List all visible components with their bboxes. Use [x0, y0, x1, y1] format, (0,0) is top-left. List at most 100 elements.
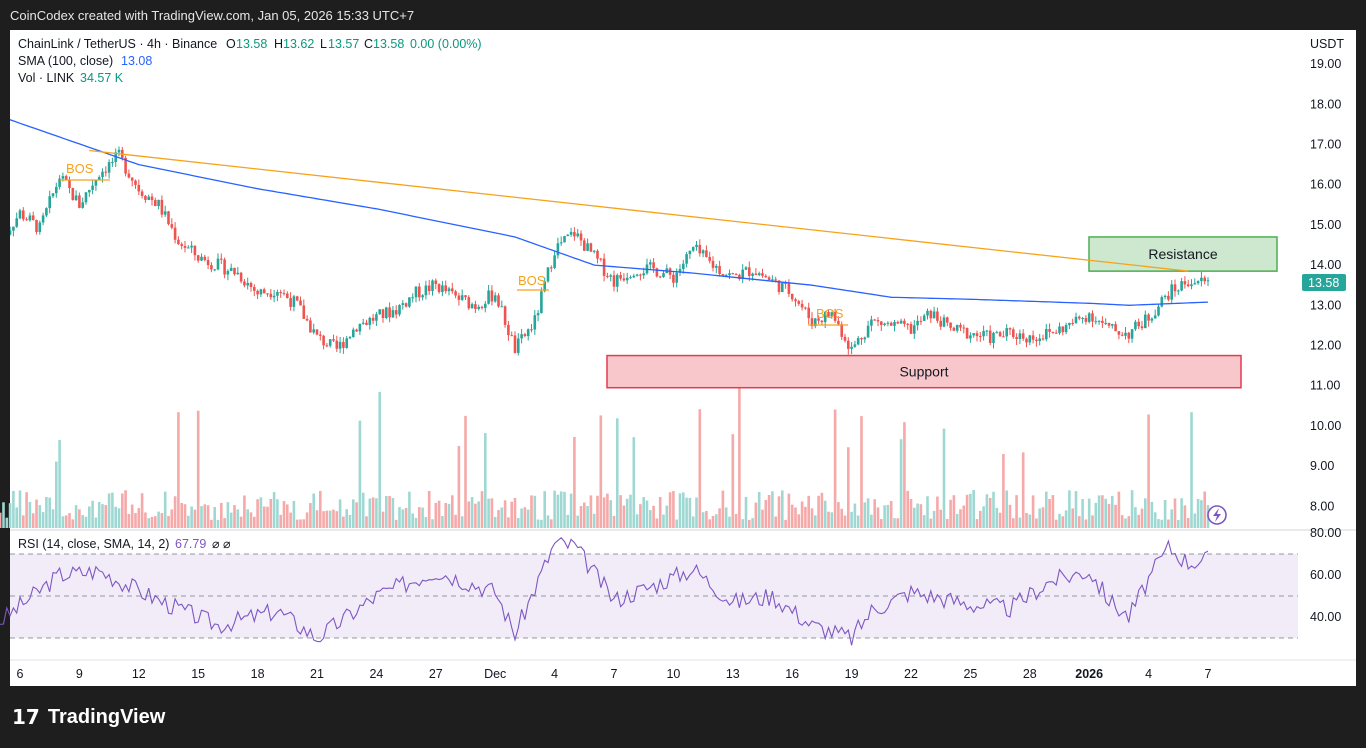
candle-body	[609, 275, 612, 277]
candle-body	[1078, 316, 1081, 319]
volume-bar	[543, 491, 546, 528]
candle-body	[866, 325, 870, 338]
volume-bar	[1031, 495, 1035, 528]
candle-body	[193, 245, 197, 256]
candle-body	[25, 219, 28, 221]
volume-bar	[645, 500, 649, 528]
candle-body	[1111, 324, 1114, 326]
time-tick-label: 7	[611, 667, 618, 681]
candle-body	[1012, 329, 1015, 338]
candle-body	[797, 301, 801, 304]
volume-bar	[150, 516, 154, 528]
volume-bar	[457, 445, 461, 528]
tradingview-logo: 17 TradingView	[12, 705, 165, 729]
volume-bar	[48, 497, 51, 528]
volume-bar	[2, 502, 5, 528]
legend-sma-value: 13.08	[121, 54, 152, 68]
candle-body	[302, 305, 306, 319]
volume-bar	[500, 507, 504, 528]
volume-bar	[576, 515, 579, 528]
price-tick-label: 12.00	[1310, 339, 1341, 353]
candle-body	[929, 310, 933, 319]
volume-bar	[1153, 512, 1157, 528]
volume-bar	[507, 517, 510, 528]
time-tick-label: 19	[845, 667, 859, 681]
volume-bar	[418, 507, 421, 528]
volume-bar	[345, 509, 348, 528]
candle-body	[721, 273, 725, 276]
candle-body	[1144, 314, 1147, 329]
volume-bar	[728, 516, 731, 528]
candle-body	[48, 196, 51, 209]
candle-body	[1157, 306, 1160, 316]
candle-body	[183, 246, 187, 248]
volume-bar	[761, 509, 764, 528]
volume-bar	[1124, 518, 1127, 528]
volume-bar	[447, 503, 451, 528]
candle-body	[1051, 331, 1055, 333]
candle-body	[358, 323, 362, 332]
rsi-tick-label: 80.00	[1310, 526, 1341, 540]
rsi-tick-label: 60.00	[1310, 568, 1341, 582]
candle-body	[1084, 318, 1088, 322]
volume-bar	[1111, 495, 1114, 528]
volume-bar	[187, 515, 190, 528]
candle-body	[1107, 322, 1111, 326]
volume-bar	[998, 512, 1002, 528]
volume-bar	[134, 513, 137, 528]
candle-body	[1193, 283, 1197, 285]
volume-bar	[856, 515, 860, 528]
volume-bar	[55, 461, 58, 528]
volume-bar	[889, 501, 893, 528]
price-axis-panel[interactable]	[1300, 30, 1356, 686]
volume-bar	[282, 501, 286, 528]
volume-bar	[536, 519, 540, 528]
lightning-icon[interactable]	[1207, 505, 1227, 525]
candle-body	[946, 317, 949, 323]
candle-body	[15, 218, 18, 227]
volume-bar	[668, 492, 672, 528]
volume-bar	[183, 504, 187, 528]
candle-body	[305, 318, 309, 321]
volume-bar	[474, 503, 477, 528]
candle-body	[1170, 284, 1173, 300]
candle-body	[398, 304, 401, 315]
volume-bar	[424, 517, 428, 528]
candle-body	[421, 295, 424, 298]
candle-body	[124, 157, 127, 174]
candle-body	[279, 292, 282, 294]
candle-body	[451, 288, 454, 292]
legend-change: 0.00 (0.00%)	[410, 37, 482, 51]
candle-body	[266, 293, 269, 295]
candle-body	[0, 241, 1, 242]
candle-body	[414, 286, 418, 298]
rsi-legend-value: 67.79	[175, 537, 206, 551]
volume-bar	[1167, 519, 1170, 528]
candle-body	[1134, 321, 1137, 330]
volume-bar	[893, 518, 896, 528]
candle-body	[457, 295, 461, 300]
volume-bar	[658, 496, 662, 528]
credit-text: CoinCodex created with TradingView.com, …	[10, 8, 415, 23]
candle-body	[338, 341, 342, 349]
candle-body	[672, 274, 675, 283]
candle-body	[2, 236, 5, 241]
volume-bar	[800, 501, 804, 528]
candle-body	[1127, 332, 1131, 339]
volume-bar	[880, 519, 883, 528]
volume-bar	[579, 506, 583, 528]
volume-bar	[460, 516, 464, 528]
candle-body	[206, 259, 210, 266]
volume-bar	[513, 497, 517, 528]
candle-body	[243, 281, 246, 286]
volume-bar	[163, 491, 167, 528]
volume-bar	[81, 515, 84, 528]
price-tick-label: 18.00	[1310, 97, 1341, 111]
candle-body	[655, 268, 659, 277]
volume-bar	[810, 508, 814, 528]
volume-bar	[94, 517, 98, 528]
volume-bar	[381, 511, 385, 528]
volume-bar	[78, 509, 81, 528]
candle-body	[477, 306, 480, 309]
